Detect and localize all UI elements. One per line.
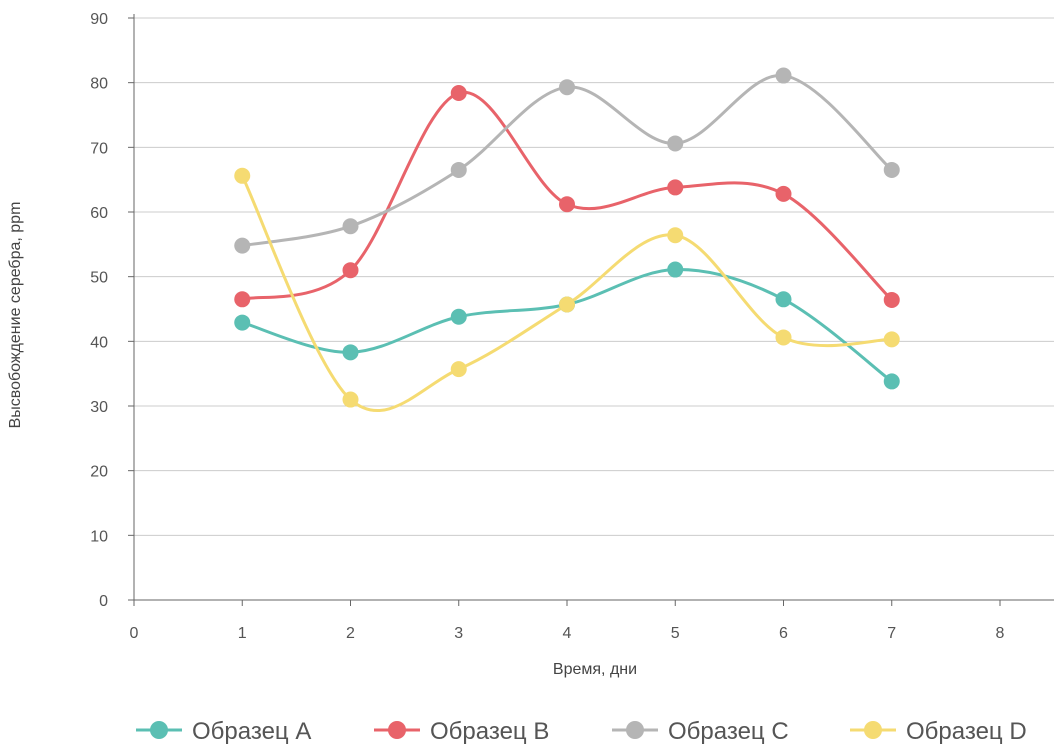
x-tick-label: 2 [346, 625, 355, 642]
data-point-series-3-x4 [559, 296, 575, 313]
data-point-series-0-x2 [342, 344, 359, 361]
x-tick-label: 8 [996, 625, 1005, 642]
data-point-series-0-x5 [667, 261, 684, 278]
legend-label-3: Образец D [906, 718, 1027, 745]
y-tick-label: 10 [90, 528, 108, 545]
legend-label-1: Образец B [430, 718, 549, 745]
y-tick-label: 0 [99, 593, 108, 610]
data-point-series-0-x6 [775, 291, 792, 308]
data-point-series-3-x1 [234, 167, 251, 184]
series-points [234, 67, 900, 408]
y-axis-title: Высвобождение серебра, ppm [7, 202, 24, 429]
data-point-series-3-x6 [775, 329, 792, 346]
x-tick-label: 7 [887, 625, 896, 642]
legend-marker-3 [864, 721, 882, 739]
y-tick-label: 70 [90, 140, 108, 157]
x-tick-label: 1 [238, 625, 247, 642]
data-point-series-1-x4 [559, 196, 575, 213]
y-tick-label: 30 [90, 399, 108, 416]
x-tick-label: 5 [671, 625, 680, 642]
legend-marker-2 [626, 721, 644, 739]
x-tick-label: 0 [130, 625, 139, 642]
y-tick-label: 40 [90, 334, 108, 351]
series-line-2 [240, 74, 894, 248]
data-point-series-2-x1 [234, 237, 251, 254]
data-point-series-2-x6 [775, 67, 792, 84]
series-lines [240, 74, 894, 413]
data-point-series-1-x7 [883, 291, 900, 308]
data-point-series-0-x1 [234, 314, 251, 331]
data-point-series-1-x5 [667, 179, 684, 196]
legend: Образец A Образец B Образец C Образец D [136, 718, 1027, 745]
data-point-series-1-x1 [234, 291, 251, 308]
x-axis-title: Время, дни [553, 661, 637, 678]
data-point-series-2-x4 [559, 79, 575, 96]
series-line-3 [240, 174, 894, 413]
gridlines [134, 17, 1054, 536]
x-tick-label: 6 [779, 625, 788, 642]
data-point-series-0-x3 [450, 308, 467, 325]
legend-marker-1 [388, 721, 406, 739]
series-line-1 [240, 90, 894, 302]
legend-marker-0 [150, 721, 168, 739]
data-point-series-0-x7 [883, 373, 900, 390]
data-point-series-1-x3 [450, 85, 467, 102]
y-tick-label: 90 [90, 11, 108, 28]
y-tick-label: 20 [90, 464, 108, 481]
data-point-series-2-x3 [450, 161, 467, 178]
legend-label-2: Образец C [668, 718, 789, 745]
y-tick-label: 60 [90, 205, 108, 222]
data-point-series-2-x5 [667, 135, 684, 152]
legend-label-0: Образец A [192, 718, 311, 745]
data-point-series-3-x5 [667, 227, 684, 244]
x-tick-label: 4 [563, 625, 572, 642]
series-line-0 [240, 268, 894, 383]
y-tick-label: 50 [90, 270, 108, 287]
data-point-series-2-x7 [883, 161, 900, 178]
data-point-series-3-x3 [450, 361, 467, 378]
y-tick-label: 80 [90, 76, 108, 93]
x-tick-label: 3 [454, 625, 463, 642]
data-point-series-1-x2 [342, 262, 359, 279]
data-point-series-1-x6 [775, 185, 792, 202]
data-point-series-2-x2 [342, 218, 359, 235]
axes: 0 10 20 30 40 50 60 70 80 90 0 1 2 3 4 5 6 7 8 [90, 11, 1054, 642]
data-point-series-3-x7 [883, 331, 900, 348]
data-point-series-3-x2 [342, 391, 359, 408]
